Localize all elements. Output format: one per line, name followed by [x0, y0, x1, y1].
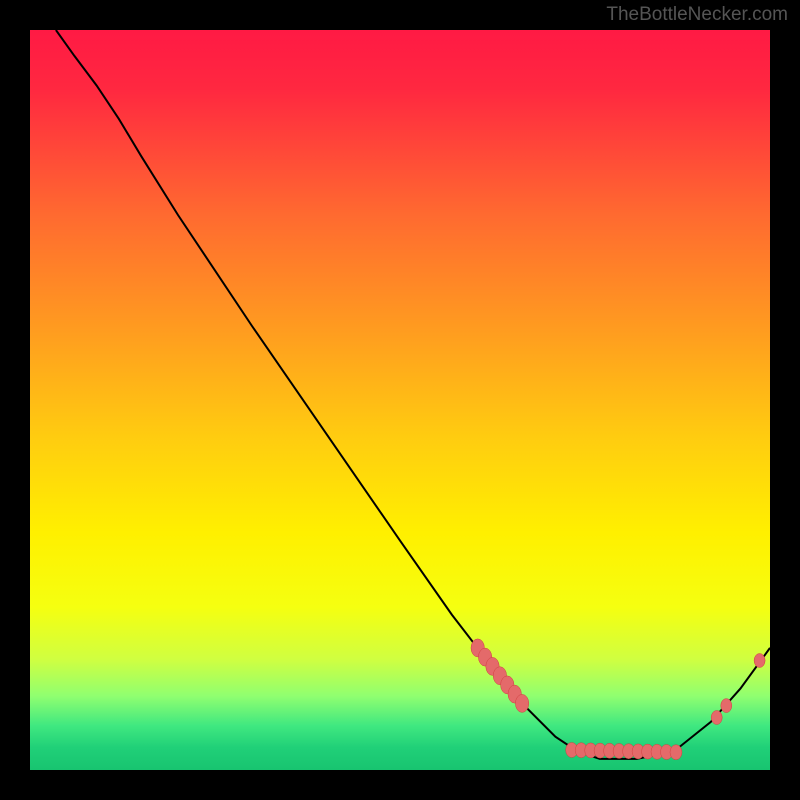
data-marker — [711, 711, 722, 725]
data-marker — [515, 694, 528, 712]
data-marker — [721, 699, 732, 713]
gradient-background — [30, 30, 770, 770]
watermark-text: TheBottleNecker.com — [606, 4, 788, 26]
data-marker — [670, 745, 682, 760]
bottleneck-chart — [30, 30, 770, 770]
data-marker — [754, 654, 765, 668]
